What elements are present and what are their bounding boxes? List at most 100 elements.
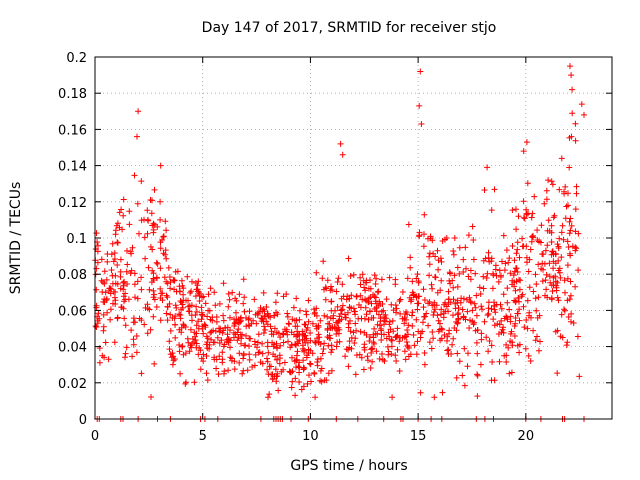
data-point — [454, 350, 461, 357]
data-point — [246, 356, 253, 363]
data-point — [498, 272, 504, 279]
data-point — [568, 222, 575, 229]
data-point — [370, 331, 377, 338]
data-point — [550, 265, 557, 272]
data-point — [186, 348, 193, 355]
data-point — [450, 335, 457, 342]
data-point — [477, 361, 484, 368]
data-point — [203, 341, 210, 348]
data-point — [496, 267, 503, 274]
data-point — [142, 255, 149, 262]
data-point — [514, 342, 521, 349]
data-point — [129, 353, 136, 360]
data-point — [503, 247, 510, 254]
data-point — [94, 317, 101, 324]
data-point — [333, 319, 340, 326]
data-point — [421, 350, 428, 356]
data-point — [563, 342, 570, 349]
data-point — [299, 345, 306, 352]
data-point — [290, 304, 297, 311]
data-point — [486, 338, 493, 344]
data-point — [144, 207, 151, 214]
data-point — [509, 207, 516, 214]
data-point — [393, 309, 399, 316]
data-point — [488, 306, 495, 312]
data-point — [507, 338, 514, 345]
data-point — [485, 249, 492, 256]
data-point — [415, 293, 422, 300]
data-point — [150, 287, 157, 294]
data-point — [385, 329, 392, 336]
data-point — [466, 325, 473, 331]
data-point — [344, 293, 351, 300]
data-point — [203, 353, 210, 359]
data-point — [214, 334, 221, 341]
data-point — [353, 327, 360, 334]
data-point — [414, 338, 421, 345]
data-point — [520, 303, 527, 310]
data-point — [417, 389, 424, 396]
data-point — [159, 237, 165, 243]
data-point — [517, 277, 524, 284]
data-point — [486, 258, 493, 265]
data-point — [556, 186, 563, 193]
data-point — [120, 293, 127, 300]
data-point — [381, 331, 387, 338]
data-point — [273, 356, 280, 363]
data-point — [324, 327, 331, 333]
data-point — [320, 258, 327, 265]
data-point — [169, 350, 176, 357]
data-point — [389, 394, 396, 401]
data-point — [564, 339, 571, 346]
data-point — [221, 368, 228, 375]
data-point — [305, 318, 312, 325]
data-point — [107, 306, 114, 313]
data-point — [430, 335, 437, 342]
data-point — [520, 148, 527, 155]
data-point — [157, 317, 164, 324]
data-point — [403, 316, 409, 323]
data-point — [539, 260, 546, 267]
data-point — [345, 346, 352, 353]
data-point — [211, 339, 218, 346]
data-point — [560, 236, 567, 243]
data-point — [374, 289, 381, 296]
data-point — [346, 304, 353, 311]
data-point — [513, 265, 520, 272]
data-point — [146, 286, 153, 293]
data-point — [372, 281, 379, 287]
data-point — [163, 310, 170, 317]
data-point — [564, 262, 571, 269]
data-point — [488, 207, 495, 214]
data-point — [573, 190, 580, 197]
data-point — [553, 284, 560, 291]
data-point — [178, 277, 185, 284]
data-point — [116, 209, 123, 216]
data-point — [368, 315, 375, 321]
data-point — [479, 306, 485, 313]
data-point — [299, 328, 306, 335]
data-point — [552, 250, 559, 257]
data-point — [226, 296, 233, 303]
data-point — [166, 274, 173, 280]
data-point — [566, 250, 573, 257]
data-point — [211, 289, 218, 296]
y-tick-label: 0.06 — [58, 304, 87, 319]
data-point — [114, 315, 121, 322]
data-point — [225, 303, 232, 310]
data-point — [261, 323, 268, 330]
data-point — [561, 307, 568, 314]
data-point — [371, 293, 378, 300]
data-point — [105, 356, 112, 363]
data-point — [514, 239, 521, 246]
data-point — [332, 325, 339, 332]
data-point — [558, 155, 565, 162]
data-point — [95, 242, 101, 249]
data-point — [570, 320, 577, 326]
data-point — [559, 222, 566, 229]
data-point — [262, 326, 269, 333]
data-point — [432, 274, 438, 280]
data-point — [297, 307, 303, 314]
data-point — [293, 357, 300, 364]
data-point — [557, 333, 564, 340]
